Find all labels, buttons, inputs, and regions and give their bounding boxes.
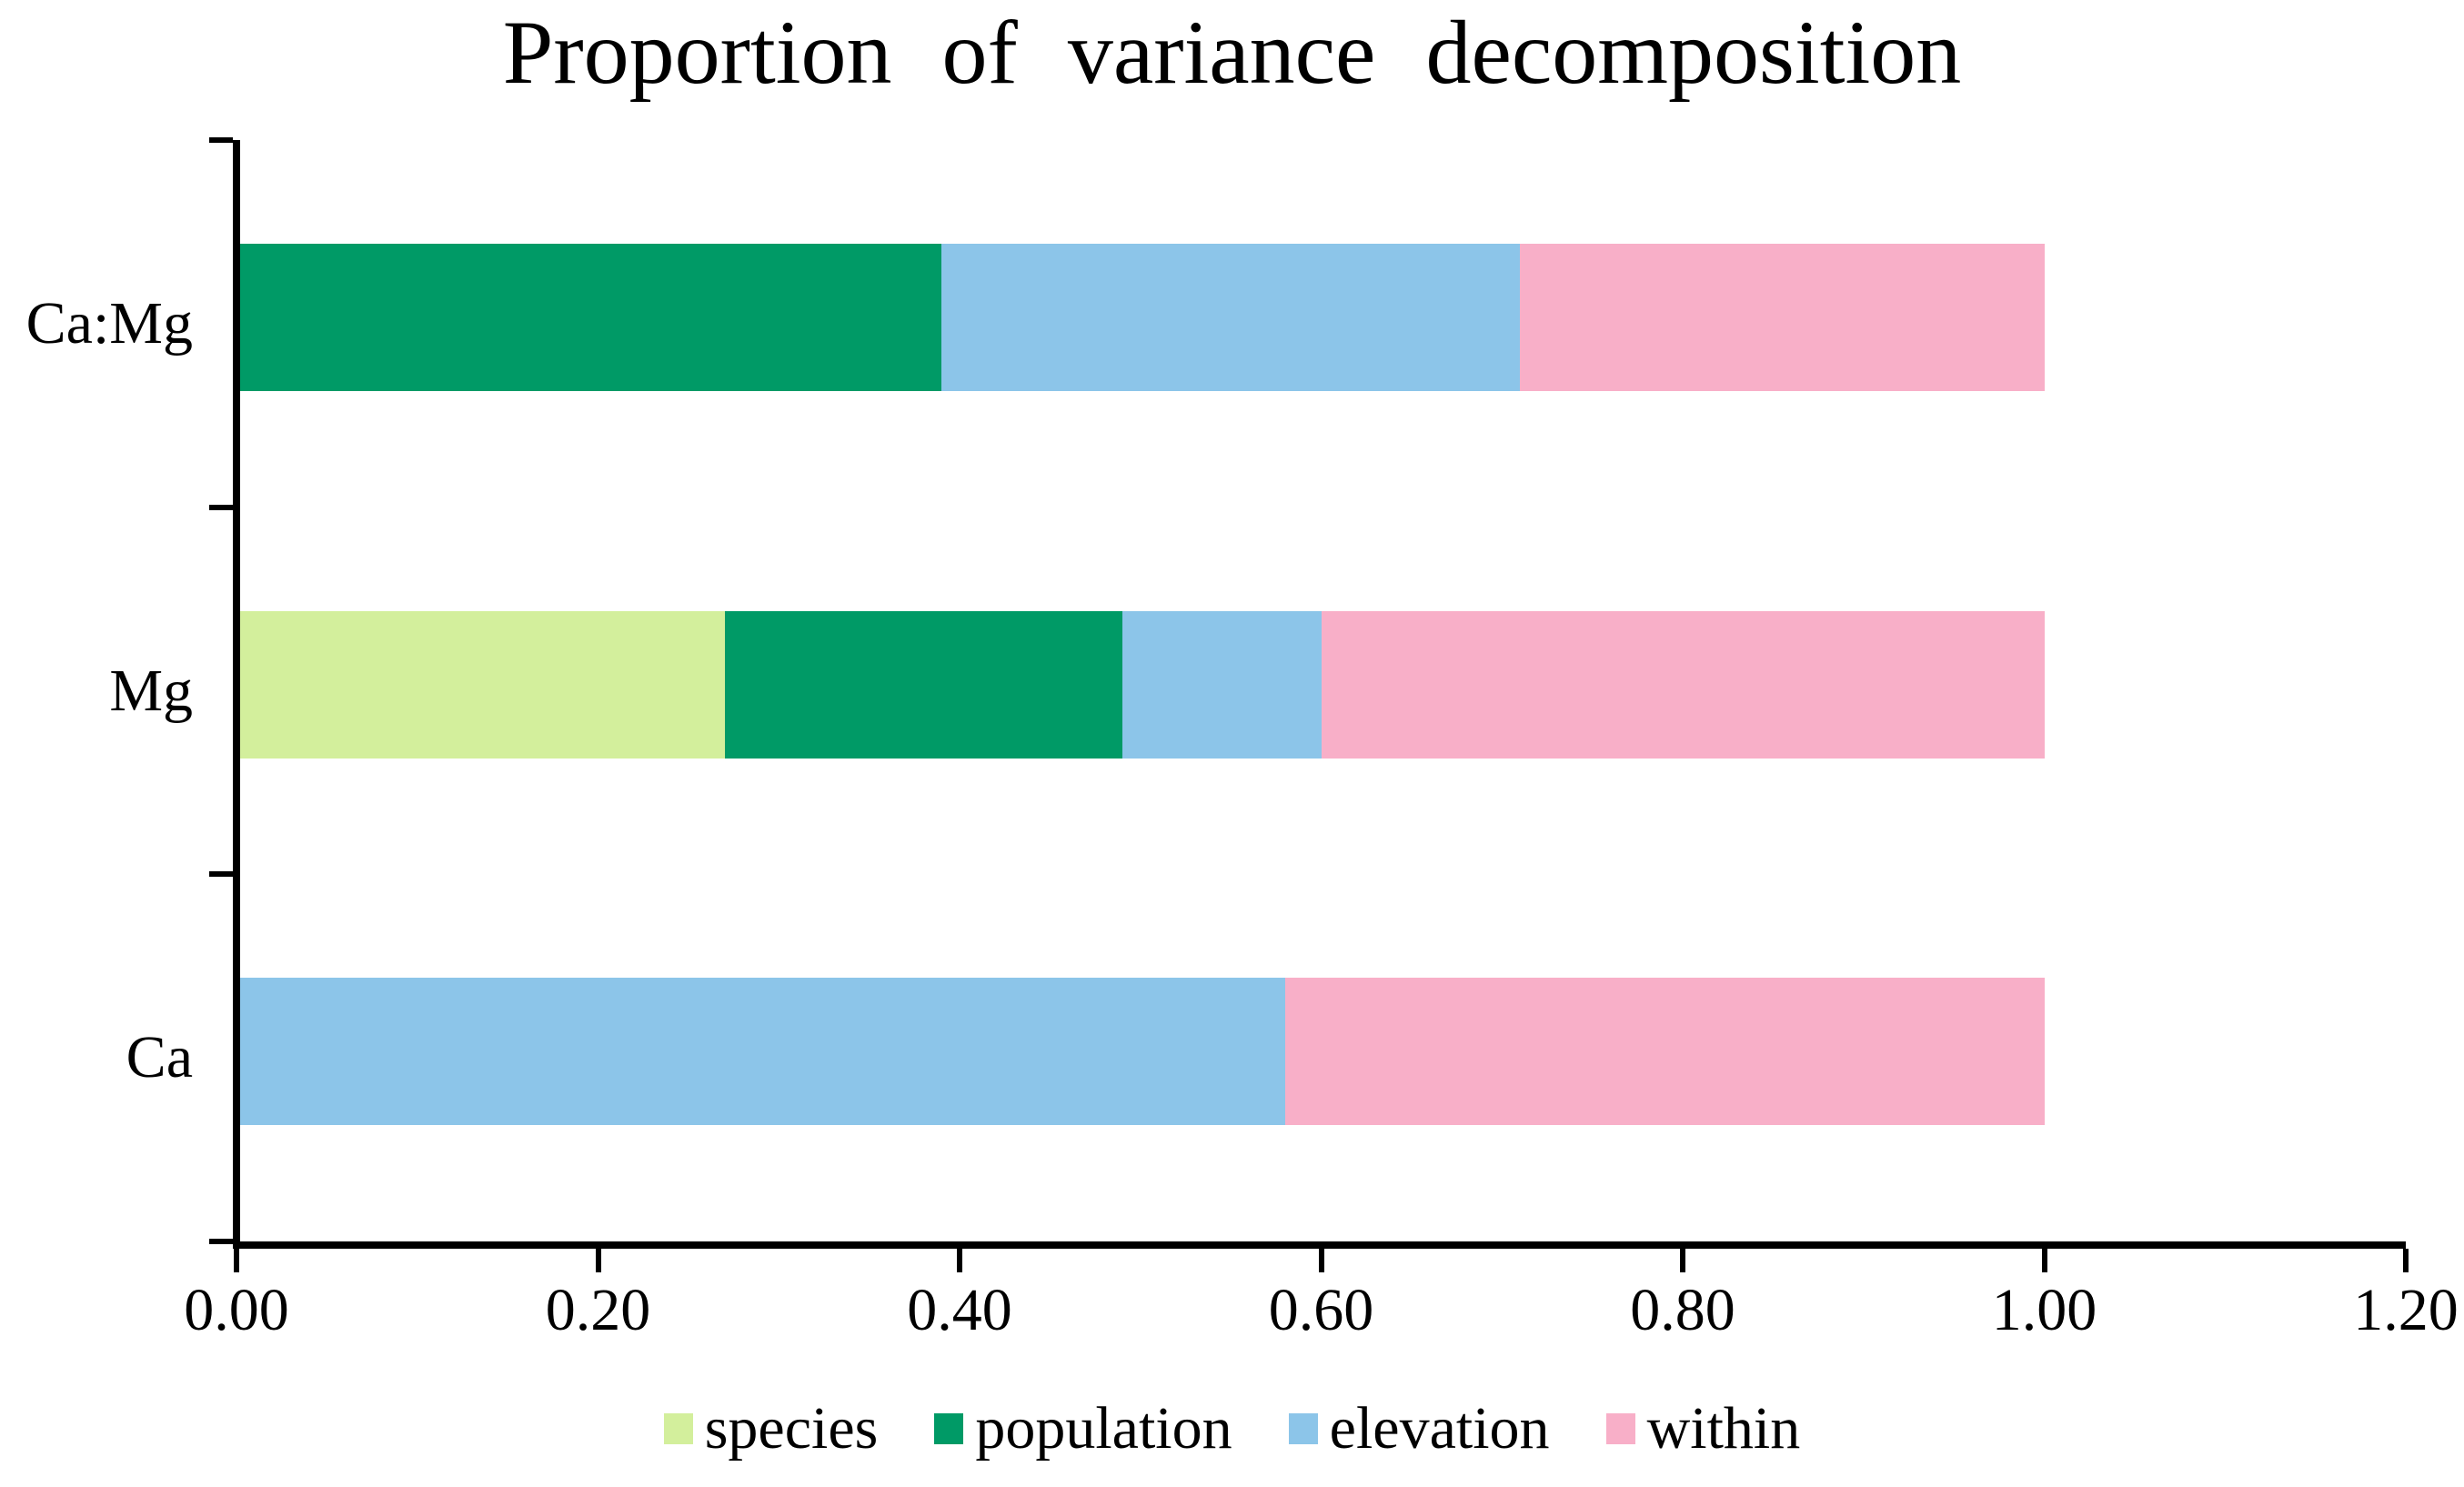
legend-item-within: within — [1605, 1395, 1801, 1462]
bar-segment-elevation — [941, 243, 1521, 391]
bar-segment-species — [236, 610, 725, 759]
bar-segment-elevation — [1121, 610, 1322, 759]
legend-swatch-elevation — [1288, 1413, 1318, 1444]
bar-segment-within — [1520, 243, 2045, 391]
category-label-camg: Ca:Mg — [25, 289, 193, 357]
bar-segment-within — [1284, 978, 2045, 1126]
x-tick-mark — [234, 1249, 239, 1272]
x-tick-mark — [957, 1249, 962, 1272]
legend-label-within: within — [1646, 1395, 1801, 1462]
chart-title: Proportion of variance decomposition — [502, 2, 1962, 103]
y-tick-mark — [209, 504, 233, 510]
legend-item-species: species — [663, 1395, 879, 1462]
bar-segment-population — [724, 610, 1122, 759]
x-tick-mark — [1680, 1249, 1685, 1272]
legend-label-elevation: elevation — [1329, 1395, 1550, 1462]
x-tick-mark — [1318, 1249, 1324, 1272]
x-tick-label: 0.00 — [184, 1277, 289, 1343]
legend-swatch-species — [663, 1413, 693, 1444]
x-tick-label: 0.40 — [907, 1277, 1012, 1343]
y-tick-mark — [209, 1239, 233, 1244]
legend: species population elevation within — [0, 1399, 2464, 1459]
x-tick-label: 0.80 — [1630, 1277, 1735, 1343]
bar-camg — [236, 243, 2045, 391]
legend-label-species: species — [704, 1395, 879, 1462]
bar-segment-within — [1321, 610, 2045, 759]
y-tick-mark — [209, 137, 233, 143]
legend-item-population: population — [934, 1399, 1232, 1459]
y-tick-mark — [209, 871, 233, 878]
category-label-mg: Mg — [109, 657, 193, 724]
legend-item-elevation: elevation — [1288, 1395, 1550, 1462]
x-tick-mark — [2041, 1249, 2047, 1272]
bar-segment-population — [236, 243, 942, 391]
legend-swatch-population — [934, 1413, 964, 1444]
x-tick-label: 0.60 — [1268, 1277, 1374, 1343]
x-tick-label: 1.00 — [1991, 1277, 2097, 1343]
x-tick-mark — [595, 1249, 601, 1272]
legend-label-population: population — [975, 1395, 1232, 1462]
bar-ca — [236, 978, 2045, 1126]
bar-segment-elevation — [236, 978, 1285, 1126]
x-tick-label: 1.20 — [2353, 1277, 2459, 1343]
category-label-ca: Ca — [126, 1024, 193, 1091]
bar-mg — [236, 610, 2045, 759]
legend-swatch-within — [1605, 1413, 1635, 1444]
x-tick-mark — [2403, 1249, 2409, 1272]
x-tick-label: 0.20 — [545, 1277, 651, 1343]
